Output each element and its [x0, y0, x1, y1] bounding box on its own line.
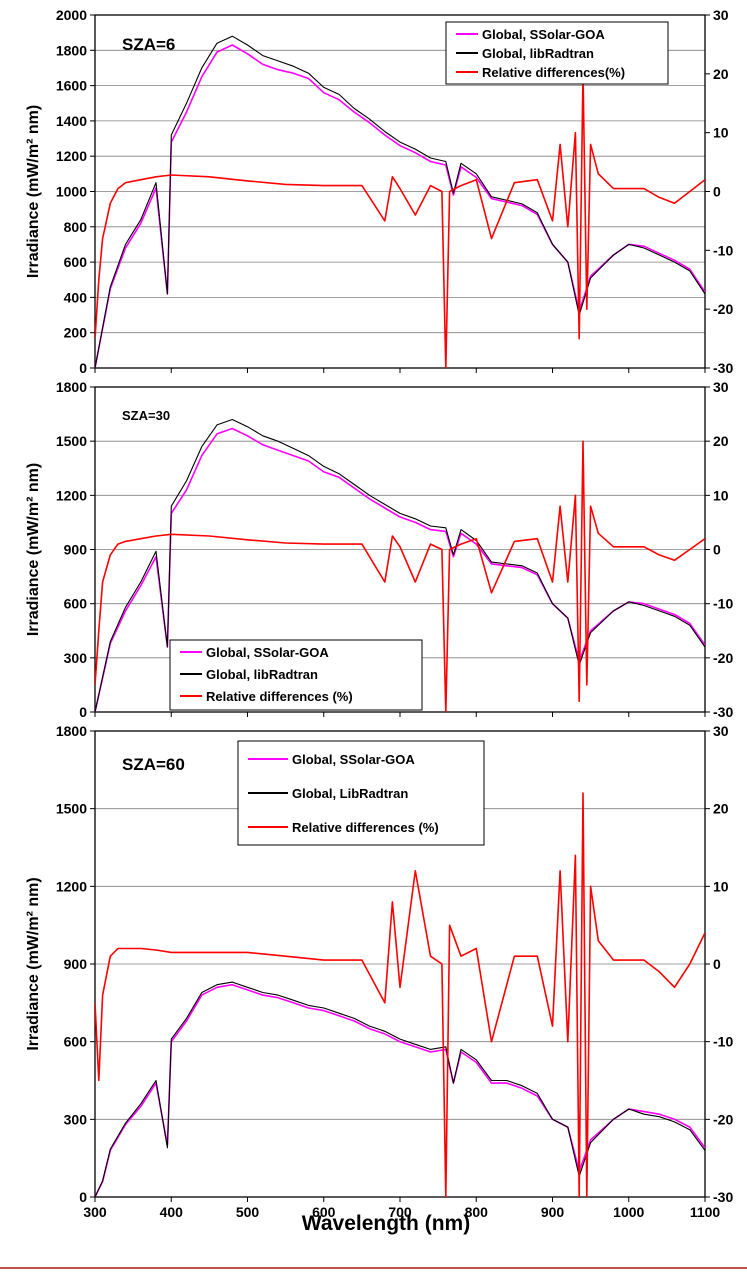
x-tick-label: 600 — [312, 1204, 336, 1220]
y2-tick-label: 20 — [713, 66, 729, 82]
y-tick-label: 1000 — [56, 184, 87, 200]
chart-panel-3: 0300600900120015001800-30-20-10010203030… — [25, 723, 733, 1220]
x-tick-label: 500 — [236, 1204, 260, 1220]
y-tick-label: 300 — [64, 650, 88, 666]
legend-entry: Global, libRadtran — [206, 667, 318, 682]
y-tick-label: 0 — [79, 360, 87, 376]
y2-tick-label: -10 — [713, 1034, 733, 1050]
y2-tick-label: 30 — [713, 723, 729, 739]
panel-label: SZA=30 — [122, 408, 170, 423]
y2-tick-label: -10 — [713, 242, 733, 258]
y2-tick-label: 10 — [713, 487, 729, 503]
panel-label: SZA=60 — [122, 755, 185, 774]
y2-tick-label: 10 — [713, 878, 729, 894]
y-tick-label: 1800 — [56, 723, 87, 739]
x-tick-label: 400 — [160, 1204, 184, 1220]
legend-entry: Global, SSolar-GOA — [482, 27, 605, 42]
x-tick-label: 900 — [541, 1204, 565, 1220]
y2-tick-label: -20 — [713, 301, 733, 317]
chart-panel-2: 0 300 600 900 1200 1500 1800 -30 -20 -10 0 10 20 30 Ir… — [25, 379, 733, 720]
y-tick-label: 400 — [64, 289, 88, 305]
y-tick-label: 1600 — [56, 78, 87, 94]
y-tick-label: 2000 — [56, 7, 87, 23]
series-line-1 — [95, 983, 705, 1197]
panel-label: SZA=6 — [122, 35, 175, 54]
y2-tick-label: -30 — [713, 360, 733, 376]
y2-tick-label: 20 — [713, 801, 729, 817]
legend-entry: Global, libRadtran — [482, 46, 594, 61]
x-axis-title: Wavelength (nm) — [302, 1212, 470, 1235]
chart-panel-1: 0200400600800100012001400160018002000-30… — [25, 7, 733, 376]
y-tick-label: 900 — [64, 956, 88, 972]
y2-tick-label: 30 — [713, 379, 729, 395]
y-axis-title: Irradiance (mW/m² nm) — [25, 463, 42, 636]
legend-entry: Global, SSolar-GOA — [206, 645, 329, 660]
y2-tick-label: -10 — [713, 596, 733, 612]
legend-box — [169, 639, 423, 711]
y2-tick-label: 10 — [713, 125, 729, 141]
y-tick-label: 1400 — [56, 113, 87, 129]
y2-tick-label: 0 — [713, 956, 721, 972]
y-tick-label: 1200 — [56, 878, 87, 894]
y-tick-label: 600 — [64, 596, 88, 612]
legend: Global, SSolar-GOA Global, libRadtran Rela… — [445, 21, 669, 85]
series-group — [95, 792, 705, 1197]
legend-entry: Global, LibRadtran — [292, 786, 408, 801]
y-tick-label: 0 — [79, 704, 87, 720]
y2-tick-label: 0 — [713, 542, 721, 558]
series-line-3 — [95, 792, 705, 1197]
y-tick-label: 1500 — [56, 433, 87, 449]
y2-tick-label: -20 — [713, 1111, 733, 1127]
x-tick-label: 1000 — [613, 1204, 644, 1220]
legend-box — [445, 21, 669, 85]
series-line-2 — [95, 35, 705, 368]
x-tick-label: 1100 — [690, 1204, 721, 1220]
series-line-3 — [95, 440, 705, 712]
legend-entry: Relative differences(%) — [482, 65, 625, 80]
y-tick-label: 0 — [79, 1189, 87, 1205]
y-tick-label: 1200 — [56, 487, 87, 503]
y2-tick-label: -30 — [713, 704, 733, 720]
y-tick-label: 1500 — [56, 801, 87, 817]
legend-entry: Relative differences (%) — [292, 820, 439, 835]
series-group — [95, 35, 705, 368]
y-tick-label: 300 — [64, 1111, 88, 1127]
y2-tick-label: 30 — [713, 7, 729, 23]
legend: Global, SSolar-GOA Global, libRadtran Rela… — [169, 639, 423, 711]
x-tick-label: 700 — [388, 1204, 412, 1220]
y-tick-label: 1200 — [56, 148, 87, 164]
y-tick-label: 1800 — [56, 42, 87, 58]
y2-tick-label: -20 — [713, 650, 733, 666]
series-group — [95, 418, 705, 712]
y-axis-title: Irradiance (mW/m² nm) — [25, 877, 42, 1050]
y-tick-label: 200 — [64, 325, 88, 341]
y-tick-label: 1800 — [56, 379, 87, 395]
y-tick-label: 900 — [64, 542, 88, 558]
x-tick-label: 800 — [465, 1204, 489, 1220]
y2-tick-label: 20 — [713, 433, 729, 449]
y2-tick-label: 0 — [713, 184, 721, 200]
series-line-1 — [95, 427, 705, 712]
y-tick-label: 600 — [64, 1034, 88, 1050]
series-line-2 — [95, 418, 705, 712]
series-line-2 — [95, 981, 705, 1197]
series-line-3 — [95, 73, 705, 368]
y-tick-label: 600 — [64, 254, 88, 270]
x-tick-label: 300 — [83, 1204, 107, 1220]
series-line-1 — [95, 44, 705, 368]
legend: Global, SSolar-GOA Global, LibRadtran Rela… — [237, 740, 485, 846]
y-tick-label: 800 — [64, 219, 88, 235]
legend-entry: Relative differences (%) — [206, 689, 353, 704]
y2-tick-label: -30 — [713, 1189, 733, 1205]
y-axis-title: Irradiance (mW/m² nm) — [25, 105, 42, 278]
legend-entry: Global, SSolar-GOA — [292, 752, 415, 767]
